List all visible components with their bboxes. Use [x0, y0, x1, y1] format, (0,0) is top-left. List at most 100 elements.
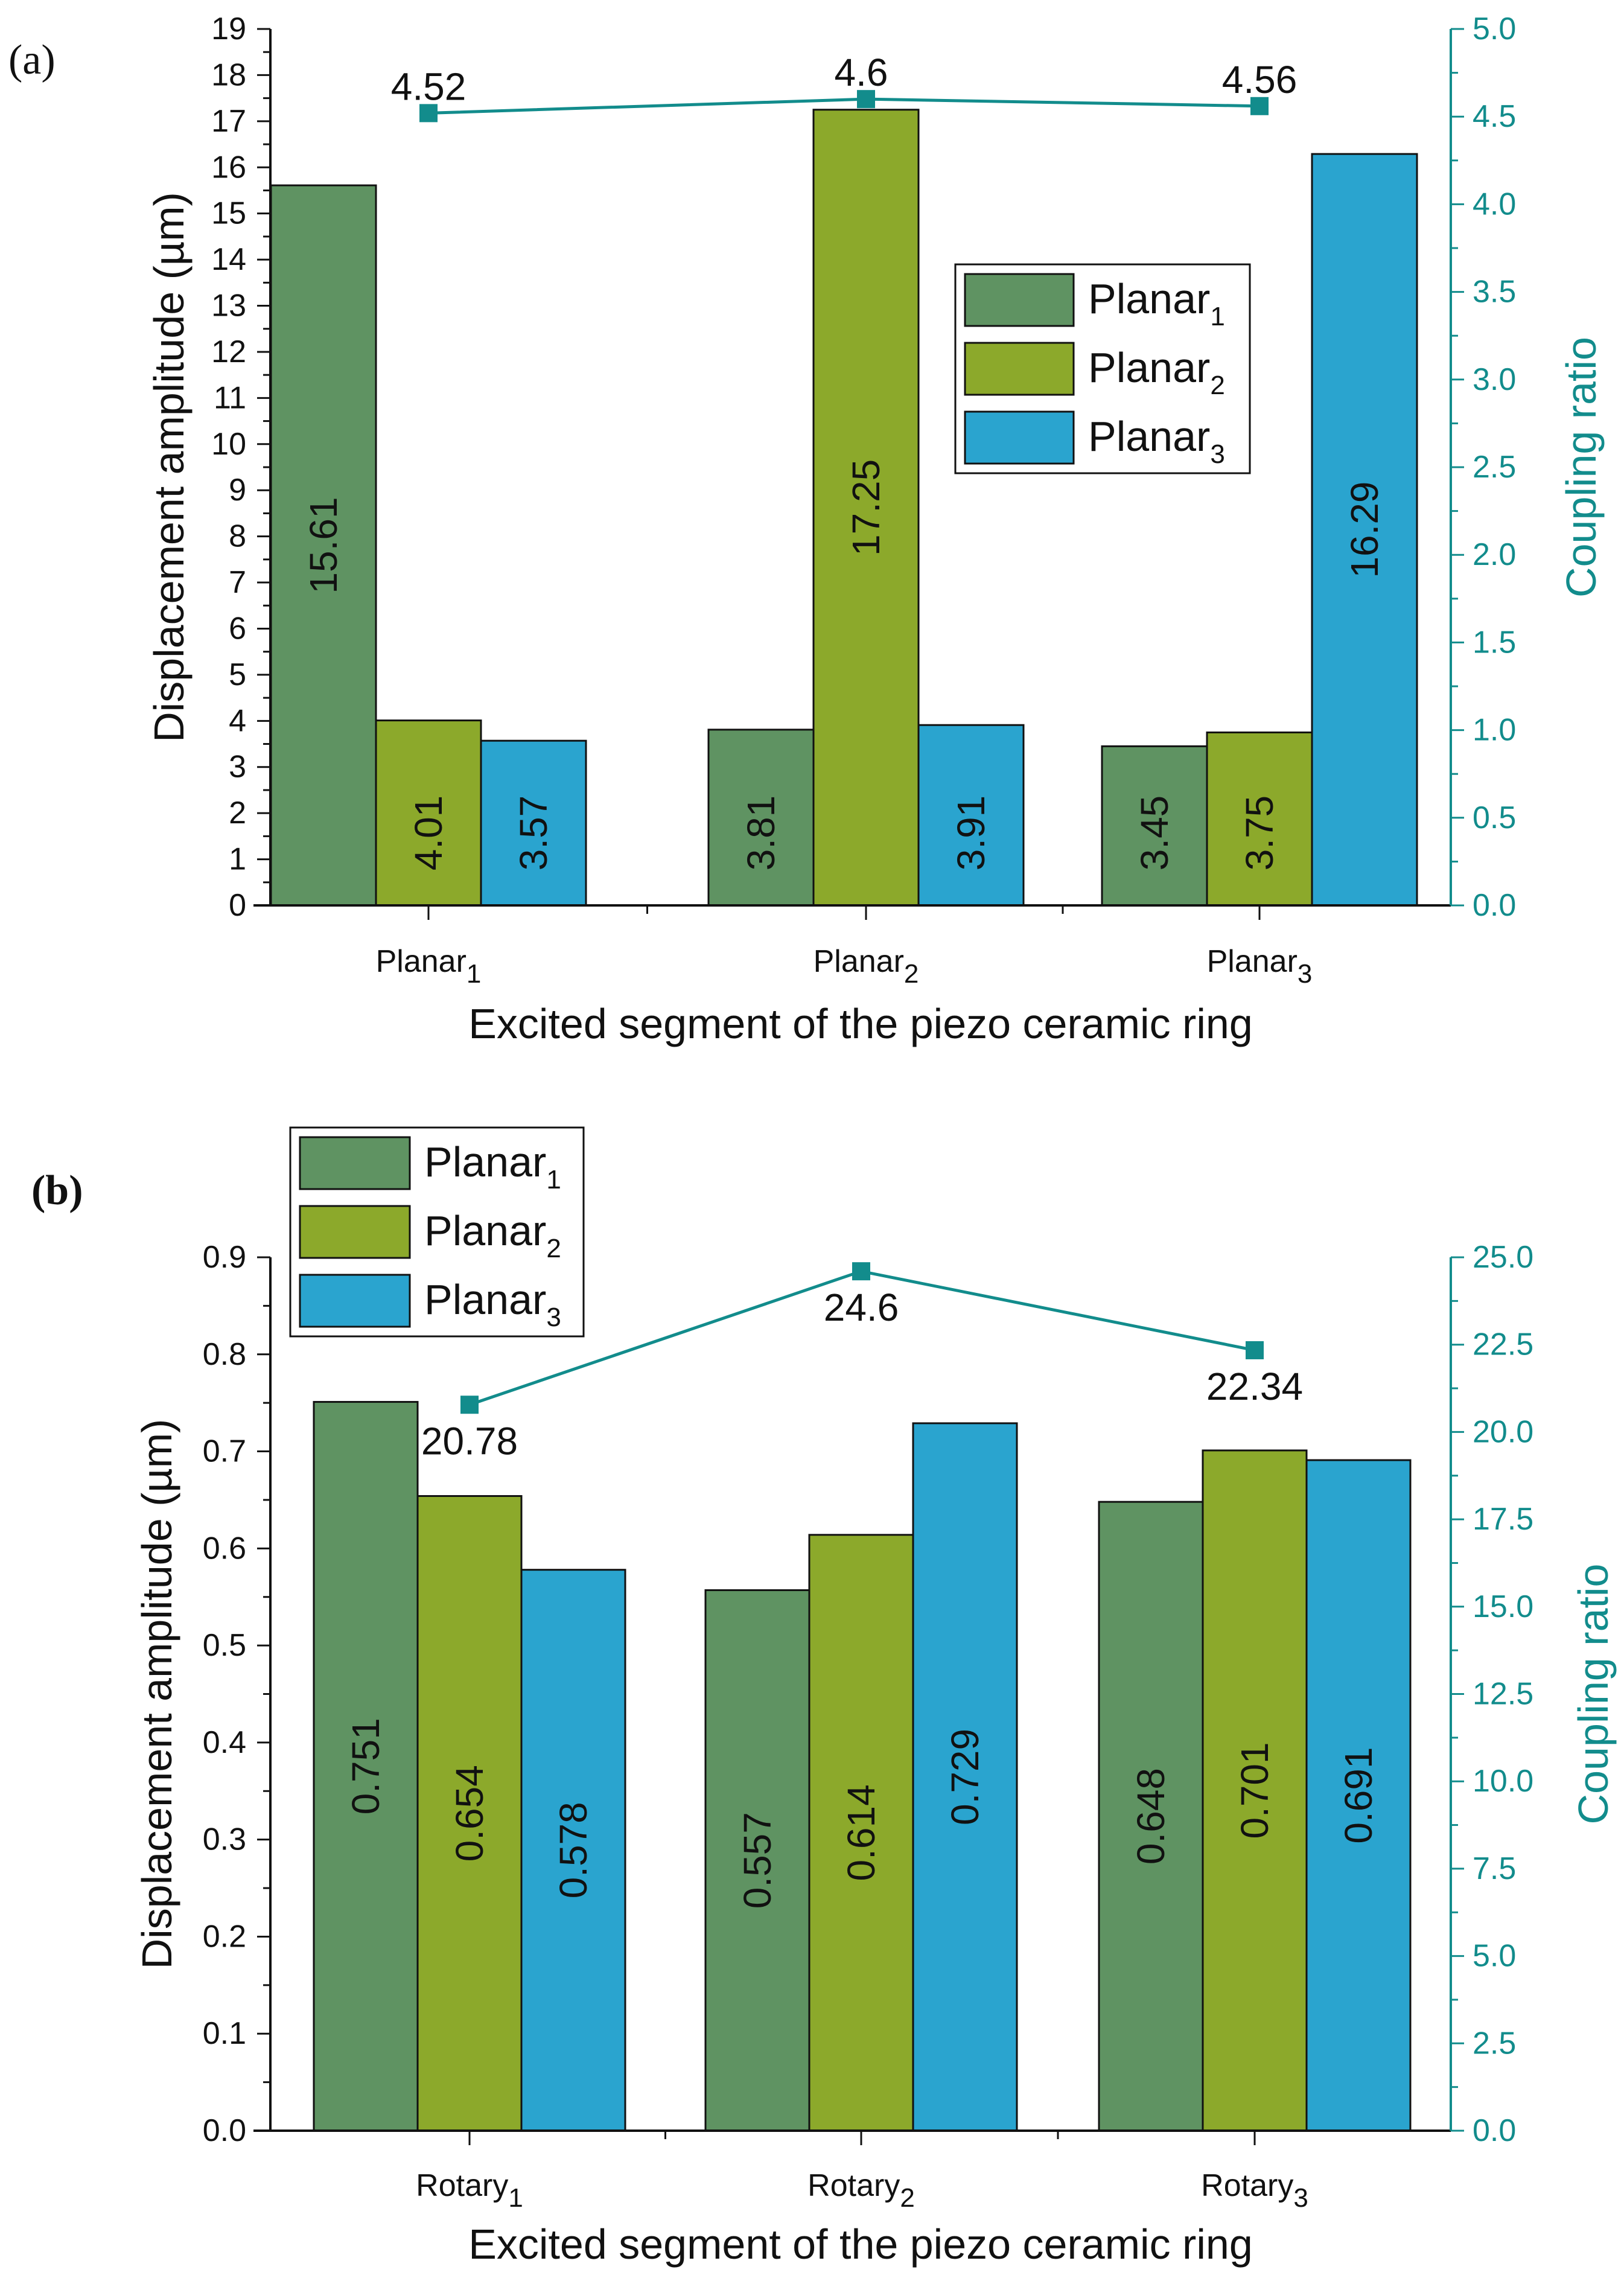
bar-1-series-3 — [520, 1569, 626, 2132]
coupling-ratio-label: 4.6 — [835, 51, 888, 94]
coupling-ratio-marker — [460, 1396, 479, 1414]
y2-tick-label: 10.0 — [1473, 1764, 1533, 1799]
y2-tick-label: 1.0 — [1473, 713, 1516, 748]
y-tick-label: 0.2 — [203, 1919, 246, 1954]
panel-label: (a) — [8, 37, 56, 83]
y-tick-label: 5 — [229, 657, 246, 692]
bar-value-label: 0.691 — [1337, 1747, 1380, 1843]
y-axis-title: Displacement amplitude (µm) — [133, 1419, 180, 1970]
coupling-ratio-marker — [857, 90, 875, 109]
legend-swatch-2 — [964, 342, 1075, 396]
bar-1-series-2 — [416, 1495, 523, 2132]
bar-value-label: 0.654 — [448, 1765, 491, 1861]
legend-label-2-base: Planar — [1088, 344, 1210, 391]
bar-value-label: 0.578 — [552, 1802, 595, 1898]
y-tick-label: 6 — [229, 611, 246, 646]
y2-tick-label: 0.0 — [1473, 2113, 1516, 2148]
x-category-label-sub: 3 — [1293, 2183, 1308, 2213]
coupling-ratio-marker — [852, 1262, 870, 1281]
coupling-ratio-label: 4.52 — [391, 65, 467, 108]
y-tick-label: 0.6 — [203, 1531, 246, 1566]
bar-1-series-2 — [375, 719, 482, 907]
bar-2-series-3 — [917, 724, 1025, 907]
legend-swatch-1 — [299, 1136, 411, 1190]
panel-label: (b) — [31, 1167, 83, 1214]
y2-tick-label: 5.0 — [1473, 11, 1516, 46]
legend-label-1-base: Planar — [1088, 275, 1210, 322]
y-tick-label: 0.3 — [203, 1822, 246, 1857]
x-category-label: Planar2 — [814, 944, 919, 989]
y-tick-label: 3 — [229, 750, 246, 785]
bar-value-label: 15.61 — [302, 497, 345, 593]
x-category-label-base: Planar — [814, 944, 904, 979]
y2-tick-label: 2.5 — [1473, 450, 1516, 485]
bar-3-series-3 — [1305, 1459, 1412, 2132]
y2-tick-label: 3.5 — [1473, 275, 1516, 310]
legend-swatch-1 — [964, 273, 1075, 327]
y-tick-label: 18 — [211, 57, 246, 92]
y2-tick-label: 22.5 — [1473, 1327, 1533, 1362]
y2-tick-label: 4.0 — [1473, 187, 1516, 222]
bar-value-label: 17.25 — [844, 459, 888, 556]
legend-label-3-base: Planar — [1088, 413, 1210, 460]
y2-tick-label: 3.0 — [1473, 362, 1516, 397]
x-category-label: Rotary1 — [416, 2168, 523, 2213]
legend-label-3-base: Planar — [424, 1276, 546, 1323]
bar-1-series-1 — [270, 184, 377, 907]
x-category-label-base: Rotary — [416, 2168, 508, 2203]
bar-2-series-2 — [812, 109, 920, 907]
x-category-label-base: Planar — [376, 944, 467, 979]
y2-axis-title: Coupling ratio — [1558, 337, 1605, 598]
legend-label-1-base: Planar — [424, 1138, 546, 1185]
y-tick-label: 4 — [229, 703, 246, 738]
y2-tick-label: 2.5 — [1473, 2026, 1516, 2061]
bar-value-label: 0.751 — [344, 1718, 387, 1814]
x-category-label-sub: 1 — [467, 959, 481, 989]
y2-tick-label: 7.5 — [1473, 1851, 1516, 1886]
bar-value-label: 16.29 — [1343, 481, 1386, 578]
x-axis-title: Excited segment of the piezo ceramic rin… — [468, 2221, 1253, 2268]
y-tick-label: 14 — [211, 242, 246, 277]
legend-swatch-3 — [299, 1274, 411, 1328]
x-category-label-sub: 2 — [900, 2183, 914, 2213]
y2-tick-label: 5.0 — [1473, 1939, 1516, 1974]
y2-tick-label: 0.5 — [1473, 800, 1516, 835]
legend-label-1: Planar1 — [424, 1138, 561, 1195]
x-category-label: Planar1 — [376, 944, 482, 989]
y-tick-label: 0.1 — [203, 2016, 246, 2051]
y-tick-label: 2 — [229, 796, 246, 831]
x-category-label: Rotary2 — [807, 2168, 915, 2213]
y-tick-label: 9 — [229, 473, 246, 508]
legend-label-2-sub: 2 — [1210, 371, 1224, 400]
legend-label-3-sub: 3 — [1210, 439, 1224, 469]
bar-value-label: 3.57 — [512, 796, 555, 871]
y-tick-label: 0.7 — [203, 1434, 246, 1469]
legend-label-1: Planar1 — [1088, 275, 1225, 331]
y-tick-label: 1 — [229, 842, 246, 877]
legend-label-2-base: Planar — [424, 1207, 546, 1254]
legend-swatch-3 — [964, 410, 1075, 465]
legend-label-1-sub: 1 — [1210, 302, 1224, 331]
bar-3-series-1 — [1098, 1501, 1204, 2132]
y-tick-label: 15 — [211, 196, 246, 231]
y-tick-label: 16 — [211, 150, 246, 185]
y-tick-label: 0.5 — [203, 1628, 246, 1663]
bar-3-series-2 — [1202, 1449, 1308, 2132]
coupling-ratio-label: 22.34 — [1206, 1365, 1303, 1408]
x-category-label-sub: 2 — [904, 959, 919, 989]
bar-value-label: 0.648 — [1129, 1768, 1173, 1865]
bar-value-label: 0.557 — [736, 1812, 779, 1909]
legend-label-3: Planar3 — [1088, 413, 1225, 469]
y-tick-label: 0.9 — [203, 1240, 246, 1275]
y-tick-label: 10 — [211, 427, 246, 462]
y2-tick-label: 20.0 — [1473, 1414, 1533, 1449]
y-tick-label: 7 — [229, 565, 246, 600]
bar-2-series-3 — [912, 1422, 1018, 2132]
legend-label-3-sub: 3 — [546, 1303, 561, 1332]
bar-2-series-1 — [707, 729, 815, 907]
y2-tick-label: 17.5 — [1473, 1502, 1533, 1537]
coupling-ratio-label: 20.78 — [421, 1419, 518, 1463]
bar-2-series-2 — [808, 1534, 914, 2132]
x-category-label-base: Rotary — [1201, 2168, 1293, 2203]
